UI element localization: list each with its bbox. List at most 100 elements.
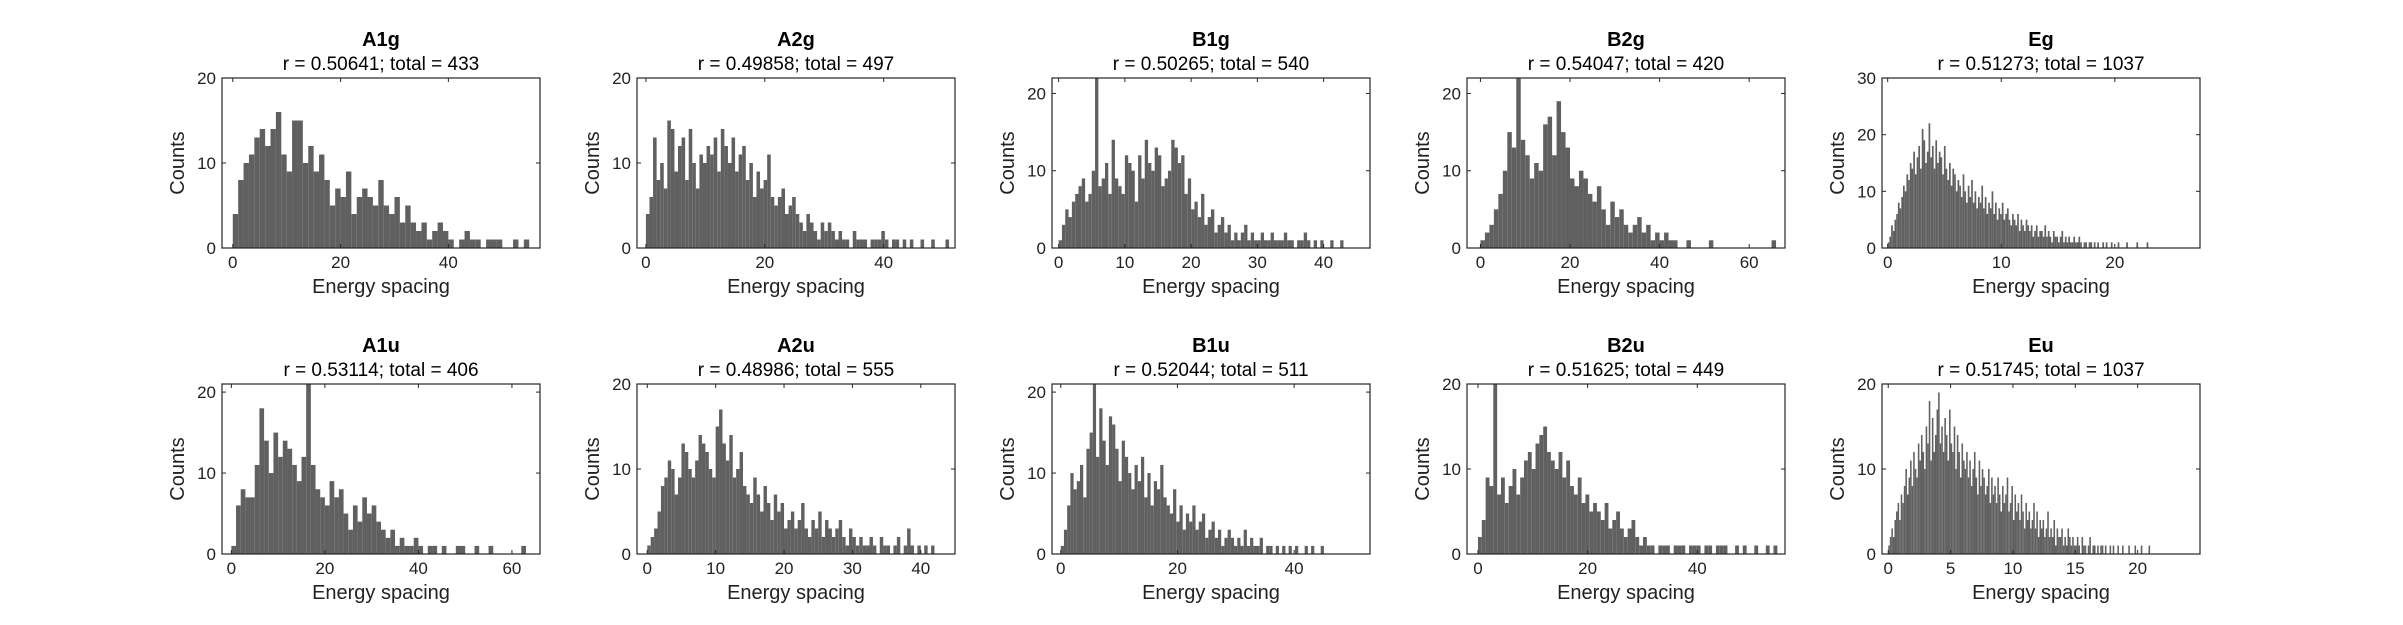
bar [1945, 168, 1948, 248]
bar [1628, 232, 1633, 248]
bar [2059, 537, 2062, 554]
bar [1646, 224, 1651, 248]
subplot-subtitle: r = 0.51745; total = 1037 [1937, 360, 2144, 381]
bars [1887, 123, 2149, 248]
bar [1150, 505, 1154, 554]
bar [1520, 477, 1525, 554]
bar [2010, 225, 2013, 248]
bar [1547, 452, 1551, 554]
bar [245, 497, 251, 554]
bar [2068, 236, 2070, 248]
bar [1981, 469, 1984, 554]
bar [427, 545, 433, 554]
bar [1904, 191, 1907, 248]
bar [1340, 240, 1344, 248]
bar [1989, 503, 1992, 554]
bar [1939, 443, 1942, 554]
bar [232, 214, 239, 248]
bar [785, 214, 789, 248]
bar [469, 239, 476, 248]
y-tick-label: 10 [1027, 464, 1046, 483]
bar [1089, 432, 1093, 554]
bar [891, 239, 896, 248]
bar [2088, 242, 2091, 248]
bar [1330, 240, 1334, 248]
x-tick-label: 40 [409, 559, 428, 578]
bar [1581, 503, 1586, 554]
bar [1086, 448, 1090, 554]
x-tick-label: 0 [1883, 253, 1892, 272]
bar [1589, 511, 1594, 554]
bar [1677, 545, 1682, 554]
x-tick-label: 40 [439, 253, 458, 272]
bar [1566, 460, 1571, 554]
bar [787, 520, 791, 554]
bar [306, 384, 311, 554]
bar [1058, 240, 1062, 248]
bar [681, 443, 685, 554]
x-tick-label: 20 [755, 253, 774, 272]
bar [2105, 242, 2108, 248]
bar [852, 231, 857, 248]
bar [1991, 191, 1994, 248]
bar [2051, 537, 2054, 554]
bar [1234, 232, 1238, 248]
bar [1137, 481, 1141, 554]
bar [802, 231, 807, 248]
bar [1894, 520, 1897, 554]
bar [259, 129, 266, 248]
bar [1592, 201, 1597, 248]
bar [2053, 520, 2056, 554]
bar [1169, 513, 1174, 554]
bar [1297, 240, 1301, 248]
bar [1484, 232, 1490, 248]
bar [1978, 460, 1981, 554]
bar [1967, 477, 1970, 554]
bar [1921, 129, 1924, 248]
x-tick-label: 10 [2003, 559, 2022, 578]
bar [1573, 494, 1578, 554]
bar [702, 163, 707, 248]
bar [2076, 242, 2079, 248]
bar [1160, 464, 1164, 554]
bar [1493, 384, 1498, 554]
bar [1111, 139, 1115, 248]
bar [2093, 242, 2096, 248]
bar [523, 239, 530, 248]
bar [2050, 528, 2052, 554]
bar [1937, 163, 1939, 248]
bar [1220, 217, 1225, 248]
bar [2122, 545, 2124, 554]
bar [1931, 418, 1934, 554]
bar [286, 171, 293, 248]
bar [1134, 464, 1138, 554]
bar [1997, 477, 1999, 554]
y-tick-label: 10 [1857, 182, 1876, 201]
bar [1961, 443, 1964, 554]
x-axis-label: Energy spacing [1142, 276, 1280, 298]
bar [1128, 163, 1132, 248]
bar [1998, 208, 2001, 248]
bar [282, 440, 288, 554]
bar [1944, 418, 1946, 554]
bar [455, 545, 461, 554]
x-tick-label: 20 [2105, 253, 2124, 272]
bar [1562, 477, 1567, 554]
bar [385, 537, 391, 554]
bar [1930, 157, 1932, 248]
bar [1888, 545, 1890, 554]
bar [1197, 217, 1202, 248]
bar [1583, 178, 1588, 248]
subplot-subtitle: r = 0.50265; total = 540 [1113, 54, 1310, 75]
bar [292, 464, 297, 554]
bar [1570, 486, 1574, 554]
bar [1230, 240, 1235, 248]
x-tick-label: 40 [1688, 559, 1707, 578]
bar [1998, 494, 2001, 554]
bar [2013, 219, 2016, 248]
bar [806, 214, 810, 248]
bar [301, 456, 307, 554]
y-tick-label: 0 [1037, 239, 1046, 258]
bar [1101, 178, 1105, 248]
bar [2023, 528, 2026, 554]
